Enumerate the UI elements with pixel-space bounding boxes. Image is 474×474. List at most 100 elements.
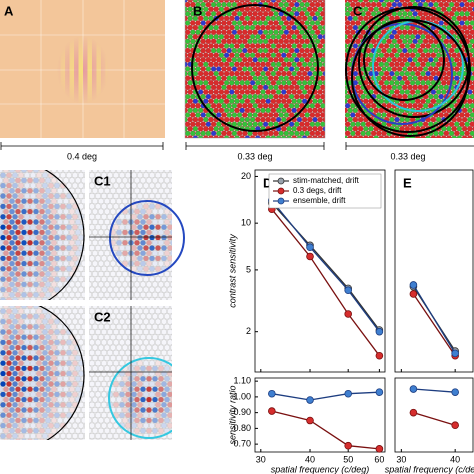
cone bbox=[5, 234, 12, 241]
cone bbox=[312, 15, 318, 22]
cone bbox=[373, 135, 379, 138]
cone bbox=[81, 427, 85, 434]
cone bbox=[151, 323, 158, 330]
cone bbox=[30, 401, 37, 408]
cone bbox=[451, 43, 457, 49]
cone bbox=[91, 417, 98, 424]
cone bbox=[121, 355, 128, 362]
cone bbox=[252, 38, 258, 45]
cone bbox=[422, 47, 429, 54]
cone bbox=[14, 260, 21, 267]
cone bbox=[288, 121, 295, 127]
cone bbox=[294, 103, 300, 109]
cone bbox=[18, 172, 25, 179]
cone bbox=[151, 417, 158, 424]
cone bbox=[167, 297, 172, 300]
cone bbox=[124, 318, 131, 325]
cone bbox=[255, 24, 261, 31]
cone bbox=[0, 271, 3, 277]
cone bbox=[8, 229, 15, 236]
cone bbox=[130, 422, 137, 429]
cone bbox=[24, 412, 31, 419]
cone bbox=[5, 255, 12, 262]
cone bbox=[160, 329, 167, 336]
cone bbox=[296, 6, 303, 12]
cone bbox=[68, 250, 75, 257]
cone bbox=[27, 260, 34, 267]
cone bbox=[24, 391, 31, 398]
cone bbox=[3, 344, 9, 351]
cone bbox=[252, 93, 258, 100]
cone bbox=[21, 229, 28, 236]
cone bbox=[299, 29, 305, 35]
cone bbox=[239, 0, 245, 3]
cone bbox=[461, 116, 468, 123]
cone bbox=[170, 417, 172, 424]
cone bbox=[11, 203, 18, 210]
cone bbox=[14, 407, 21, 414]
cone bbox=[461, 6, 468, 12]
cone bbox=[74, 239, 81, 246]
cone bbox=[197, 52, 204, 58]
cone bbox=[352, 24, 359, 31]
cone bbox=[89, 407, 92, 413]
cone bbox=[54, 203, 61, 210]
cone bbox=[160, 286, 167, 293]
cone bbox=[103, 365, 110, 372]
cone bbox=[39, 323, 46, 330]
cone bbox=[60, 276, 67, 283]
cone bbox=[124, 329, 131, 336]
cone bbox=[63, 375, 70, 382]
cone bbox=[301, 70, 308, 77]
cone bbox=[112, 244, 119, 251]
cone bbox=[94, 203, 101, 210]
cone bbox=[163, 396, 170, 403]
cone bbox=[115, 281, 122, 288]
cone bbox=[106, 255, 113, 262]
cone bbox=[195, 130, 201, 137]
cone bbox=[192, 98, 199, 104]
cone bbox=[157, 239, 164, 246]
cone bbox=[404, 116, 411, 123]
cone bbox=[412, 103, 418, 109]
cone bbox=[68, 177, 75, 184]
cone bbox=[91, 407, 98, 414]
cone bbox=[187, 126, 193, 132]
cone bbox=[257, 75, 264, 81]
cone bbox=[39, 271, 46, 278]
cone bbox=[148, 422, 155, 429]
cone bbox=[197, 89, 204, 95]
cone bbox=[210, 57, 217, 63]
cone bbox=[208, 43, 214, 49]
cone bbox=[456, 6, 463, 12]
cone bbox=[278, 1, 284, 8]
cone bbox=[84, 224, 85, 230]
cone bbox=[314, 130, 321, 137]
cone bbox=[314, 93, 321, 100]
cone bbox=[314, 38, 321, 45]
cone bbox=[357, 126, 364, 132]
cone bbox=[373, 34, 379, 40]
cone bbox=[394, 52, 400, 58]
cone bbox=[39, 365, 46, 372]
cone bbox=[45, 187, 52, 194]
cone bbox=[3, 438, 9, 440]
cone bbox=[3, 313, 9, 320]
cone bbox=[407, 57, 413, 63]
cone bbox=[103, 229, 110, 236]
cone bbox=[187, 135, 193, 138]
cone bbox=[118, 401, 125, 408]
cone bbox=[94, 276, 101, 283]
cone bbox=[42, 349, 49, 356]
cone bbox=[265, 24, 271, 31]
cone bbox=[352, 43, 359, 49]
cone bbox=[8, 334, 15, 341]
cone bbox=[317, 24, 323, 31]
cone bbox=[352, 15, 359, 22]
cone bbox=[36, 276, 43, 283]
cone bbox=[208, 0, 214, 3]
cone bbox=[286, 0, 292, 3]
cone bbox=[216, 112, 222, 118]
cone bbox=[242, 93, 248, 100]
cone bbox=[192, 6, 199, 12]
